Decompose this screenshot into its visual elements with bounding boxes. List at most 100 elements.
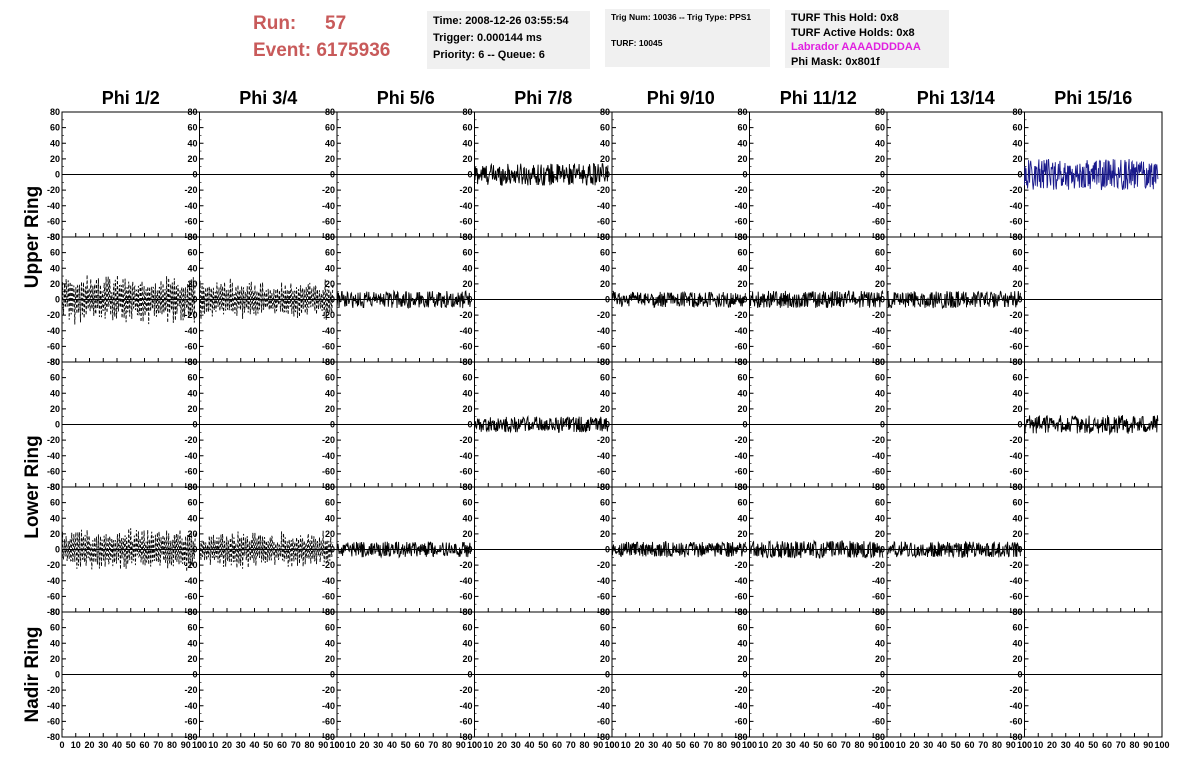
x-tick-label: 70 (566, 740, 576, 750)
y-tick-label: -20 (184, 560, 197, 570)
y-tick-label: 80 (875, 107, 885, 117)
y-tick-label: -80 (47, 357, 60, 367)
y-tick-label: -20 (1009, 685, 1022, 695)
y-tick-label: -20 (184, 185, 197, 195)
y-tick-label: 20 (600, 279, 610, 289)
y-tick-label: -40 (1009, 201, 1022, 211)
y-tick-label: -60 (1009, 216, 1022, 226)
y-tick-label: 0 (55, 170, 60, 180)
y-tick-label: -40 (872, 701, 885, 711)
y-tick-label: 80 (462, 357, 472, 367)
y-tick-label: 20 (737, 529, 747, 539)
y-tick-label: 20 (1012, 654, 1022, 664)
time-text: Time: 2008-12-26 03:55:54 (433, 15, 569, 27)
y-tick-label: 20 (50, 279, 60, 289)
y-tick-label: 20 (600, 654, 610, 664)
y-tick-label: 60 (187, 373, 197, 383)
y-tick-label: 80 (600, 107, 610, 117)
y-tick-label: -80 (459, 732, 472, 742)
x-tick-label: 10 (483, 740, 493, 750)
y-tick-label: 0 (192, 420, 197, 430)
y-tick-label: 20 (50, 154, 60, 164)
y-tick-label: 60 (875, 498, 885, 508)
y-tick-label: 80 (50, 607, 60, 617)
waveform-trace-r1-c0 (61, 274, 196, 325)
y-tick-label: 0 (330, 670, 335, 680)
y-tick-label: 0 (55, 295, 60, 305)
y-tick-label: 40 (1012, 638, 1022, 648)
y-tick-label: 80 (1012, 357, 1022, 367)
y-tick-label: -40 (734, 576, 747, 586)
x-tick-label: 10 (71, 740, 81, 750)
y-tick-label: 80 (1012, 482, 1022, 492)
y-tick-label: 60 (462, 248, 472, 258)
y-tick-label: -60 (597, 466, 610, 476)
y-tick-label: 20 (600, 154, 610, 164)
y-tick-label: 80 (1012, 107, 1022, 117)
x-tick-label: 50 (813, 740, 823, 750)
y-tick-label: -40 (322, 576, 335, 586)
y-tick-label: 60 (187, 248, 197, 258)
turf-text: TURF: 10045 (611, 38, 663, 48)
trigger-text: Trigger: 0.000144 ms (433, 32, 542, 44)
y-tick-label: 0 (742, 170, 747, 180)
y-tick-label: 20 (462, 404, 472, 414)
y-tick-label: 20 (462, 154, 472, 164)
x-tick-label: 40 (1074, 740, 1084, 750)
waveform-trace-r3-c6 (886, 540, 1021, 559)
x-tick-label: 80 (992, 740, 1002, 750)
y-tick-label: 20 (875, 654, 885, 664)
x-tick-label: 90 (181, 740, 191, 750)
y-tick-label: -60 (459, 716, 472, 726)
y-tick-label: -40 (322, 451, 335, 461)
x-tick-label: 0 (472, 740, 477, 750)
y-tick-label: 80 (187, 107, 197, 117)
y-tick-label: 0 (880, 670, 885, 680)
y-tick-label: 60 (1012, 623, 1022, 633)
y-tick-label: -60 (734, 466, 747, 476)
y-tick-label: -60 (322, 591, 335, 601)
x-tick-label: 50 (126, 740, 136, 750)
x-tick-label: 100 (742, 740, 757, 750)
y-tick-label: -20 (322, 185, 335, 195)
y-tick-label: -20 (734, 435, 747, 445)
y-tick-label: -80 (734, 732, 747, 742)
y-tick-label: -20 (1009, 310, 1022, 320)
trig-num-text: Trig Num: 10036 -- Trig Type: PPS1 (611, 12, 752, 22)
event-label: Event: (253, 40, 312, 61)
y-tick-label: -60 (47, 341, 60, 351)
y-tick-label: 80 (600, 482, 610, 492)
y-tick-label: 0 (742, 420, 747, 430)
waveform-trace-r1-c4 (611, 290, 746, 308)
x-tick-label: 30 (236, 740, 246, 750)
y-tick-label: -40 (872, 576, 885, 586)
y-tick-label: 0 (605, 670, 610, 680)
y-tick-label: -20 (734, 685, 747, 695)
y-tick-label: 20 (325, 529, 335, 539)
y-tick-label: 40 (50, 513, 60, 523)
y-tick-label: -40 (597, 576, 610, 586)
x-tick-label: 40 (112, 740, 122, 750)
y-tick-label: 80 (600, 607, 610, 617)
y-tick-label: -40 (459, 451, 472, 461)
y-tick-label: -20 (872, 185, 885, 195)
turf-this-hold-text: TURF This Hold: 0x8 (791, 12, 899, 24)
x-tick-label: 90 (1143, 740, 1153, 750)
x-tick-label: 10 (1033, 740, 1043, 750)
y-tick-label: 80 (600, 232, 610, 242)
y-tick-label: 0 (192, 170, 197, 180)
y-tick-label: 40 (737, 388, 747, 398)
x-tick-label: 30 (923, 740, 933, 750)
y-tick-label: 40 (462, 513, 472, 523)
y-tick-label: -60 (1009, 466, 1022, 476)
y-tick-label: 60 (875, 123, 885, 133)
y-tick-label: -40 (322, 701, 335, 711)
run-event-box: Run: 57 Event: 6175936 (253, 10, 390, 64)
y-tick-label: -60 (1009, 716, 1022, 726)
y-tick-label: -40 (184, 576, 197, 586)
x-tick-label: 0 (747, 740, 752, 750)
y-tick-label: 0 (880, 420, 885, 430)
y-tick-label: 80 (875, 357, 885, 367)
column-title-3: Phi 5/6 (377, 88, 435, 108)
